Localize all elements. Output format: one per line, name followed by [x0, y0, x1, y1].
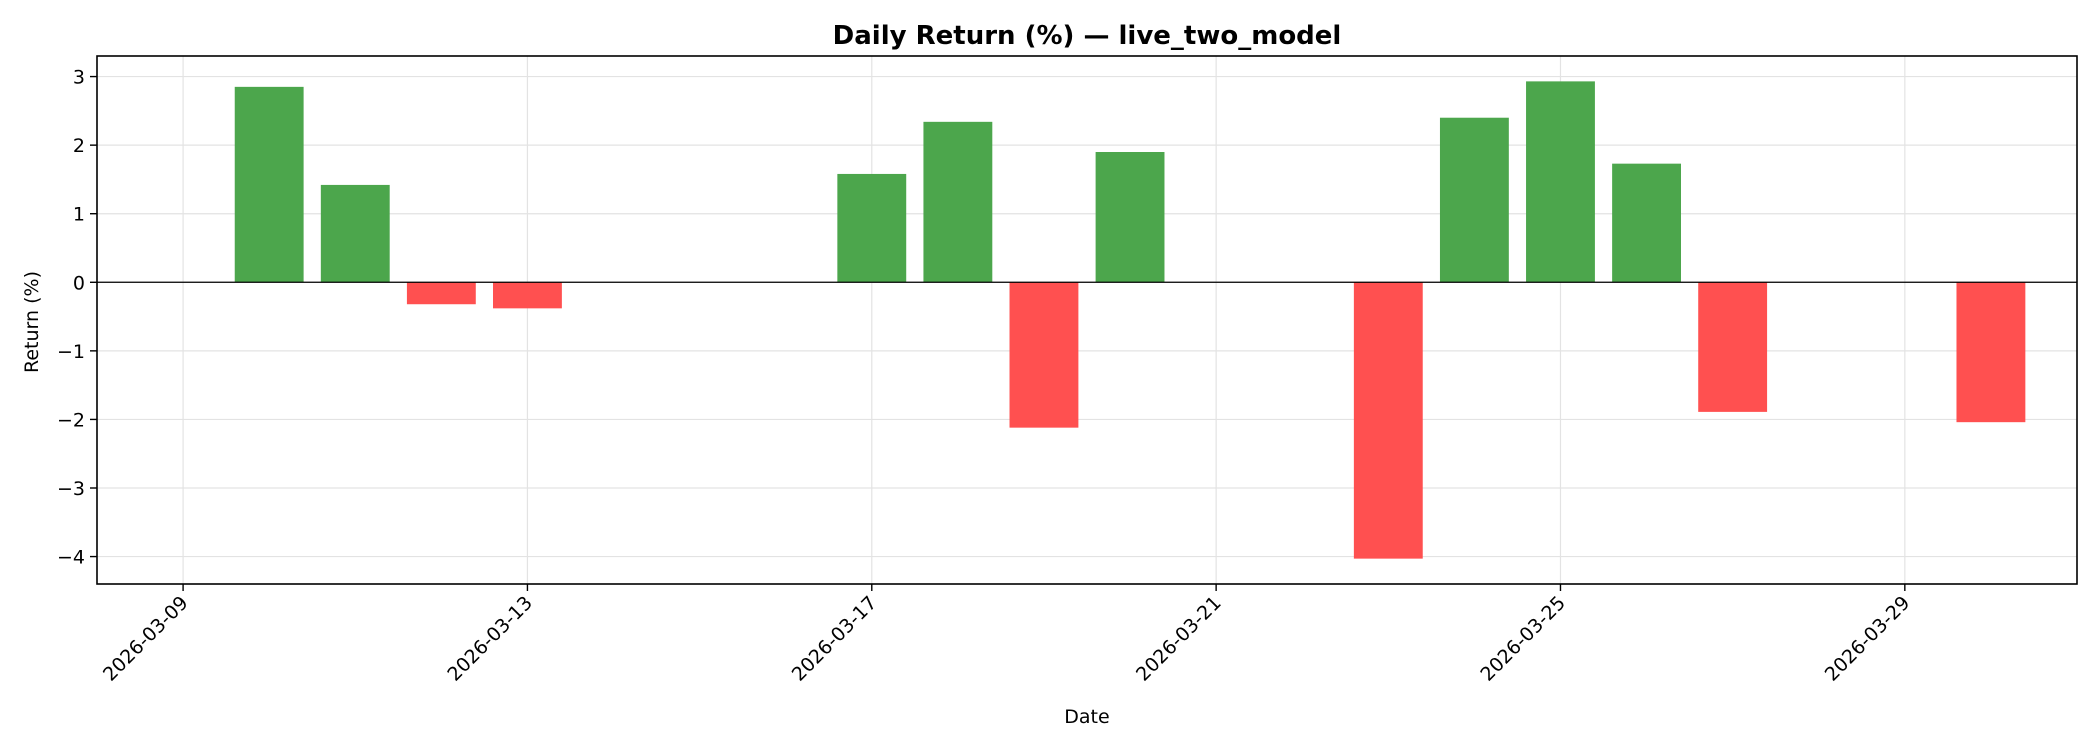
y-tick-label: −4	[57, 547, 85, 569]
plot-frame	[96, 55, 2078, 585]
y-tick-label: 1	[73, 204, 85, 226]
grid	[97, 56, 2077, 584]
x-tick-label: 2026-03-25	[1476, 592, 1570, 686]
y-tick-label: −2	[57, 409, 85, 431]
bar-2026-03-23	[1353, 282, 1423, 559]
x-tick-label: 2026-03-13	[443, 592, 537, 686]
bar-2026-03-19	[1009, 282, 1079, 428]
bar-2026-03-10	[234, 86, 304, 283]
y-axis: −4 −3 −2 −1 0 1 2 3	[57, 67, 97, 569]
x-tick-label: 2026-03-29	[1821, 592, 1915, 686]
bar-2026-03-13	[493, 282, 562, 309]
x-axis-label: Date	[1064, 706, 1109, 728]
y-tick-label: 2	[73, 135, 85, 157]
bar-2026-03-11	[320, 184, 390, 283]
bar-2026-03-25	[1526, 81, 1595, 283]
bar-2026-03-27	[1698, 282, 1768, 412]
y-tick-label: −1	[57, 341, 85, 363]
bars	[234, 81, 2026, 559]
bar-2026-03-17	[837, 173, 907, 283]
bar-2026-03-24	[1439, 117, 1509, 283]
x-tick-label: 2026-03-17	[788, 592, 882, 686]
chart-title: Daily Return (%) — live_two_model	[833, 21, 1342, 51]
bar-2026-03-26	[1612, 163, 1681, 283]
bar-2026-03-30	[1956, 282, 2026, 423]
bar-2026-03-18	[923, 121, 993, 283]
x-tick-label: 2026-03-21	[1132, 592, 1226, 686]
y-tick-label: 0	[73, 272, 85, 294]
bar-2026-03-12	[406, 282, 476, 305]
y-tick-label: −3	[57, 478, 85, 500]
x-tick-label: 2026-03-09	[99, 592, 193, 686]
x-axis: 2026-03-09 2026-03-13 2026-03-17 2026-03-21…	[99, 584, 1914, 686]
bar-2026-03-20	[1095, 152, 1165, 283]
y-tick-label: 3	[73, 67, 85, 89]
y-axis-label: Return (%)	[21, 271, 43, 373]
